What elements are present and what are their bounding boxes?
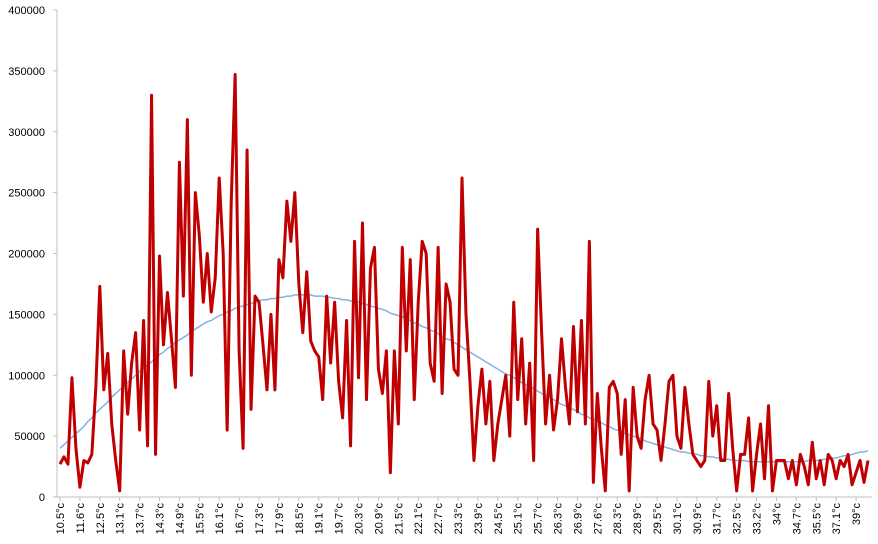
x-tick-label: 19.1°c	[314, 503, 326, 535]
x-tick-label: 22.7°c	[433, 503, 445, 535]
x-tick-label: 19.7°c	[334, 503, 346, 535]
x-tick-label: 32.5°c	[732, 503, 744, 535]
y-tick-label: 400000	[8, 5, 45, 17]
x-tick-label: 11.6°c	[75, 503, 87, 534]
y-tick-label: 300000	[8, 127, 45, 139]
x-tick-label: 12.5°c	[95, 503, 107, 535]
x-tick-label: 24.5°c	[493, 503, 505, 535]
x-tick-label: 28.3°c	[612, 503, 624, 535]
x-tick-label: 30.9°c	[692, 503, 704, 535]
x-tick-label: 27.6°c	[592, 503, 604, 535]
x-tick-label: 15.5°c	[194, 503, 206, 535]
y-tick-label: 150000	[8, 309, 45, 321]
x-tick-label: 10.5°c	[55, 503, 67, 535]
x-tick-label: 21.5°c	[393, 503, 405, 535]
x-tick-label: 17.9°c	[274, 503, 286, 535]
x-tick-label: 26.3°c	[553, 503, 565, 535]
x-tick-label: 26.9°c	[572, 503, 584, 535]
y-tick-label: 350000	[8, 66, 45, 78]
x-tick-label: 37.1°c	[831, 503, 843, 535]
x-tick-label: 23.3°c	[453, 503, 465, 535]
y-tick-label: 250000	[8, 188, 45, 200]
x-tick-label: 25.1°c	[513, 503, 525, 535]
x-tick-label: 23.9°c	[473, 503, 485, 535]
x-tick-label: 35.5°c	[811, 503, 823, 535]
x-tick-label: 31.7°c	[712, 503, 724, 535]
x-tick-label: 20.3°c	[354, 503, 366, 535]
x-tick-label: 16.7°c	[234, 503, 246, 535]
x-tick-label: 34.7°c	[791, 503, 803, 535]
x-tick-label: 17.3°c	[254, 503, 266, 535]
x-tick-label: 30.1°c	[672, 503, 684, 535]
x-tick-label: 14.3°c	[155, 503, 167, 535]
x-tick-label: 28.9°c	[632, 503, 644, 535]
x-tick-label: 16.1°c	[214, 503, 226, 535]
y-tick-label: 0	[39, 492, 45, 504]
x-tick-label: 18.5°c	[294, 503, 306, 535]
x-tick-label: 13.1°c	[115, 503, 127, 535]
x-tick-label: 22.1°c	[413, 503, 425, 535]
x-tick-label: 33.2°c	[752, 503, 764, 535]
y-tick-label: 200000	[8, 249, 45, 261]
x-tick-label: 25.7°c	[533, 503, 545, 535]
x-tick-label: 14.9°c	[174, 503, 186, 535]
y-tick-label: 100000	[8, 370, 45, 382]
x-tick-label: 34°c	[771, 503, 783, 526]
y-tick-label: 50000	[14, 431, 45, 443]
x-tick-label: 13.7°c	[135, 503, 147, 535]
x-tick-label: 39°c	[851, 503, 863, 526]
x-tick-label: 20.9°c	[373, 503, 385, 535]
x-tick-label: 29.5°c	[652, 503, 664, 535]
data-line	[58, 73, 870, 493]
